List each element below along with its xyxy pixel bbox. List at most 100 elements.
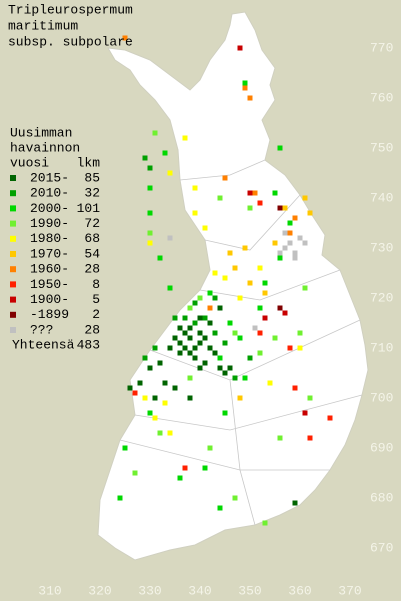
observation-cell — [157, 255, 163, 261]
observation-cell — [262, 290, 268, 296]
observation-cell — [287, 345, 293, 351]
observation-cell — [277, 250, 283, 256]
observation-cell — [257, 305, 263, 311]
observation-cell — [147, 365, 153, 371]
legend-swatch — [10, 220, 16, 227]
observation-cell — [222, 275, 228, 281]
observation-cell — [167, 235, 173, 241]
legend-swatch — [10, 175, 16, 181]
legend-swatch — [10, 281, 16, 288]
observation-cell — [192, 210, 198, 216]
region-borders — [119, 159, 363, 526]
observation-cell — [292, 250, 298, 256]
legend-header: Uusimman — [10, 125, 72, 140]
observation-cell — [182, 315, 188, 321]
y-tick-label: 670 — [370, 540, 393, 555]
observation-cell — [192, 185, 198, 191]
y-tick-label: 680 — [370, 490, 393, 505]
y-tick-label: 740 — [370, 190, 393, 205]
observation-cell — [302, 195, 308, 201]
observation-cell — [162, 380, 168, 386]
observation-cell — [207, 445, 213, 451]
y-tick-label: 770 — [370, 40, 393, 55]
y-tick-label: 690 — [370, 440, 393, 455]
title-line: subsp. subpolare — [8, 34, 133, 49]
observation-cell — [177, 340, 183, 346]
observation-cell — [187, 305, 193, 311]
observation-cell — [272, 190, 278, 196]
observation-cell — [192, 355, 198, 361]
observation-cell — [307, 435, 313, 441]
legend-header: vuosi — [10, 155, 49, 170]
observation-cell — [157, 430, 163, 436]
observation-cell — [327, 415, 333, 421]
observation-cell — [257, 265, 263, 271]
observation-cell — [207, 305, 213, 311]
legend-label: 1980- — [30, 231, 69, 246]
observation-cell — [302, 285, 308, 291]
legend-label: 1990- — [30, 216, 69, 231]
observation-cell — [207, 320, 213, 326]
observation-cell — [167, 285, 173, 291]
observation-cell — [152, 415, 158, 421]
observation-cell — [187, 325, 193, 331]
observation-cell — [282, 245, 288, 251]
x-tick-label: 320 — [88, 583, 111, 598]
legend-count-header: lkm — [77, 155, 101, 170]
legend-swatch — [10, 205, 16, 212]
legend-swatch — [10, 327, 16, 333]
legend-swatch — [10, 296, 16, 303]
y-tick-label: 700 — [370, 390, 393, 405]
observation-cell — [277, 255, 283, 261]
legend-label: 1900- — [30, 292, 69, 307]
observation-cell — [187, 335, 193, 341]
observation-cell — [232, 330, 238, 336]
observation-cell — [242, 245, 248, 251]
observation-cell — [257, 200, 263, 206]
observation-cell — [287, 230, 293, 236]
legend-label: 1960- — [30, 262, 69, 277]
legend-count: 101 — [77, 201, 101, 216]
observations — [117, 35, 333, 526]
x-tick-label: 360 — [288, 583, 311, 598]
observation-cell — [287, 220, 293, 226]
observation-cell — [232, 375, 238, 381]
observation-cell — [222, 370, 228, 376]
observation-cell — [202, 315, 208, 321]
observation-cell — [122, 35, 128, 41]
observation-cell — [177, 325, 183, 331]
total-label: Yhteensä — [12, 338, 75, 353]
observation-cell — [282, 310, 288, 316]
observation-cell — [182, 345, 188, 351]
observation-cell — [202, 225, 208, 231]
observation-cell — [197, 315, 203, 321]
x-tick-label: 350 — [238, 583, 261, 598]
legend-count: 28 — [84, 262, 100, 277]
observation-cell — [247, 205, 253, 211]
legend-swatch — [10, 251, 16, 257]
observation-cell — [152, 395, 158, 401]
total-count: 483 — [77, 338, 100, 353]
observation-cell — [142, 155, 148, 161]
observation-cell — [262, 280, 268, 286]
observation-cell — [252, 325, 258, 331]
observation-cell — [287, 240, 293, 246]
observation-cell — [152, 345, 158, 351]
observation-cell — [202, 360, 208, 366]
observation-cell — [127, 385, 133, 391]
observation-cell — [282, 205, 288, 211]
legend-count: 8 — [92, 277, 100, 292]
observation-cell — [217, 305, 223, 311]
observation-cell — [182, 135, 188, 141]
finland-outline — [97, 11, 369, 561]
legend-swatch — [10, 235, 16, 242]
observation-cell — [207, 290, 213, 296]
observation-cell — [212, 330, 218, 336]
observation-cell — [272, 335, 278, 341]
observation-cell — [277, 205, 283, 211]
observation-cell — [172, 315, 178, 321]
observation-cell — [297, 330, 303, 336]
observation-cell — [212, 295, 218, 301]
